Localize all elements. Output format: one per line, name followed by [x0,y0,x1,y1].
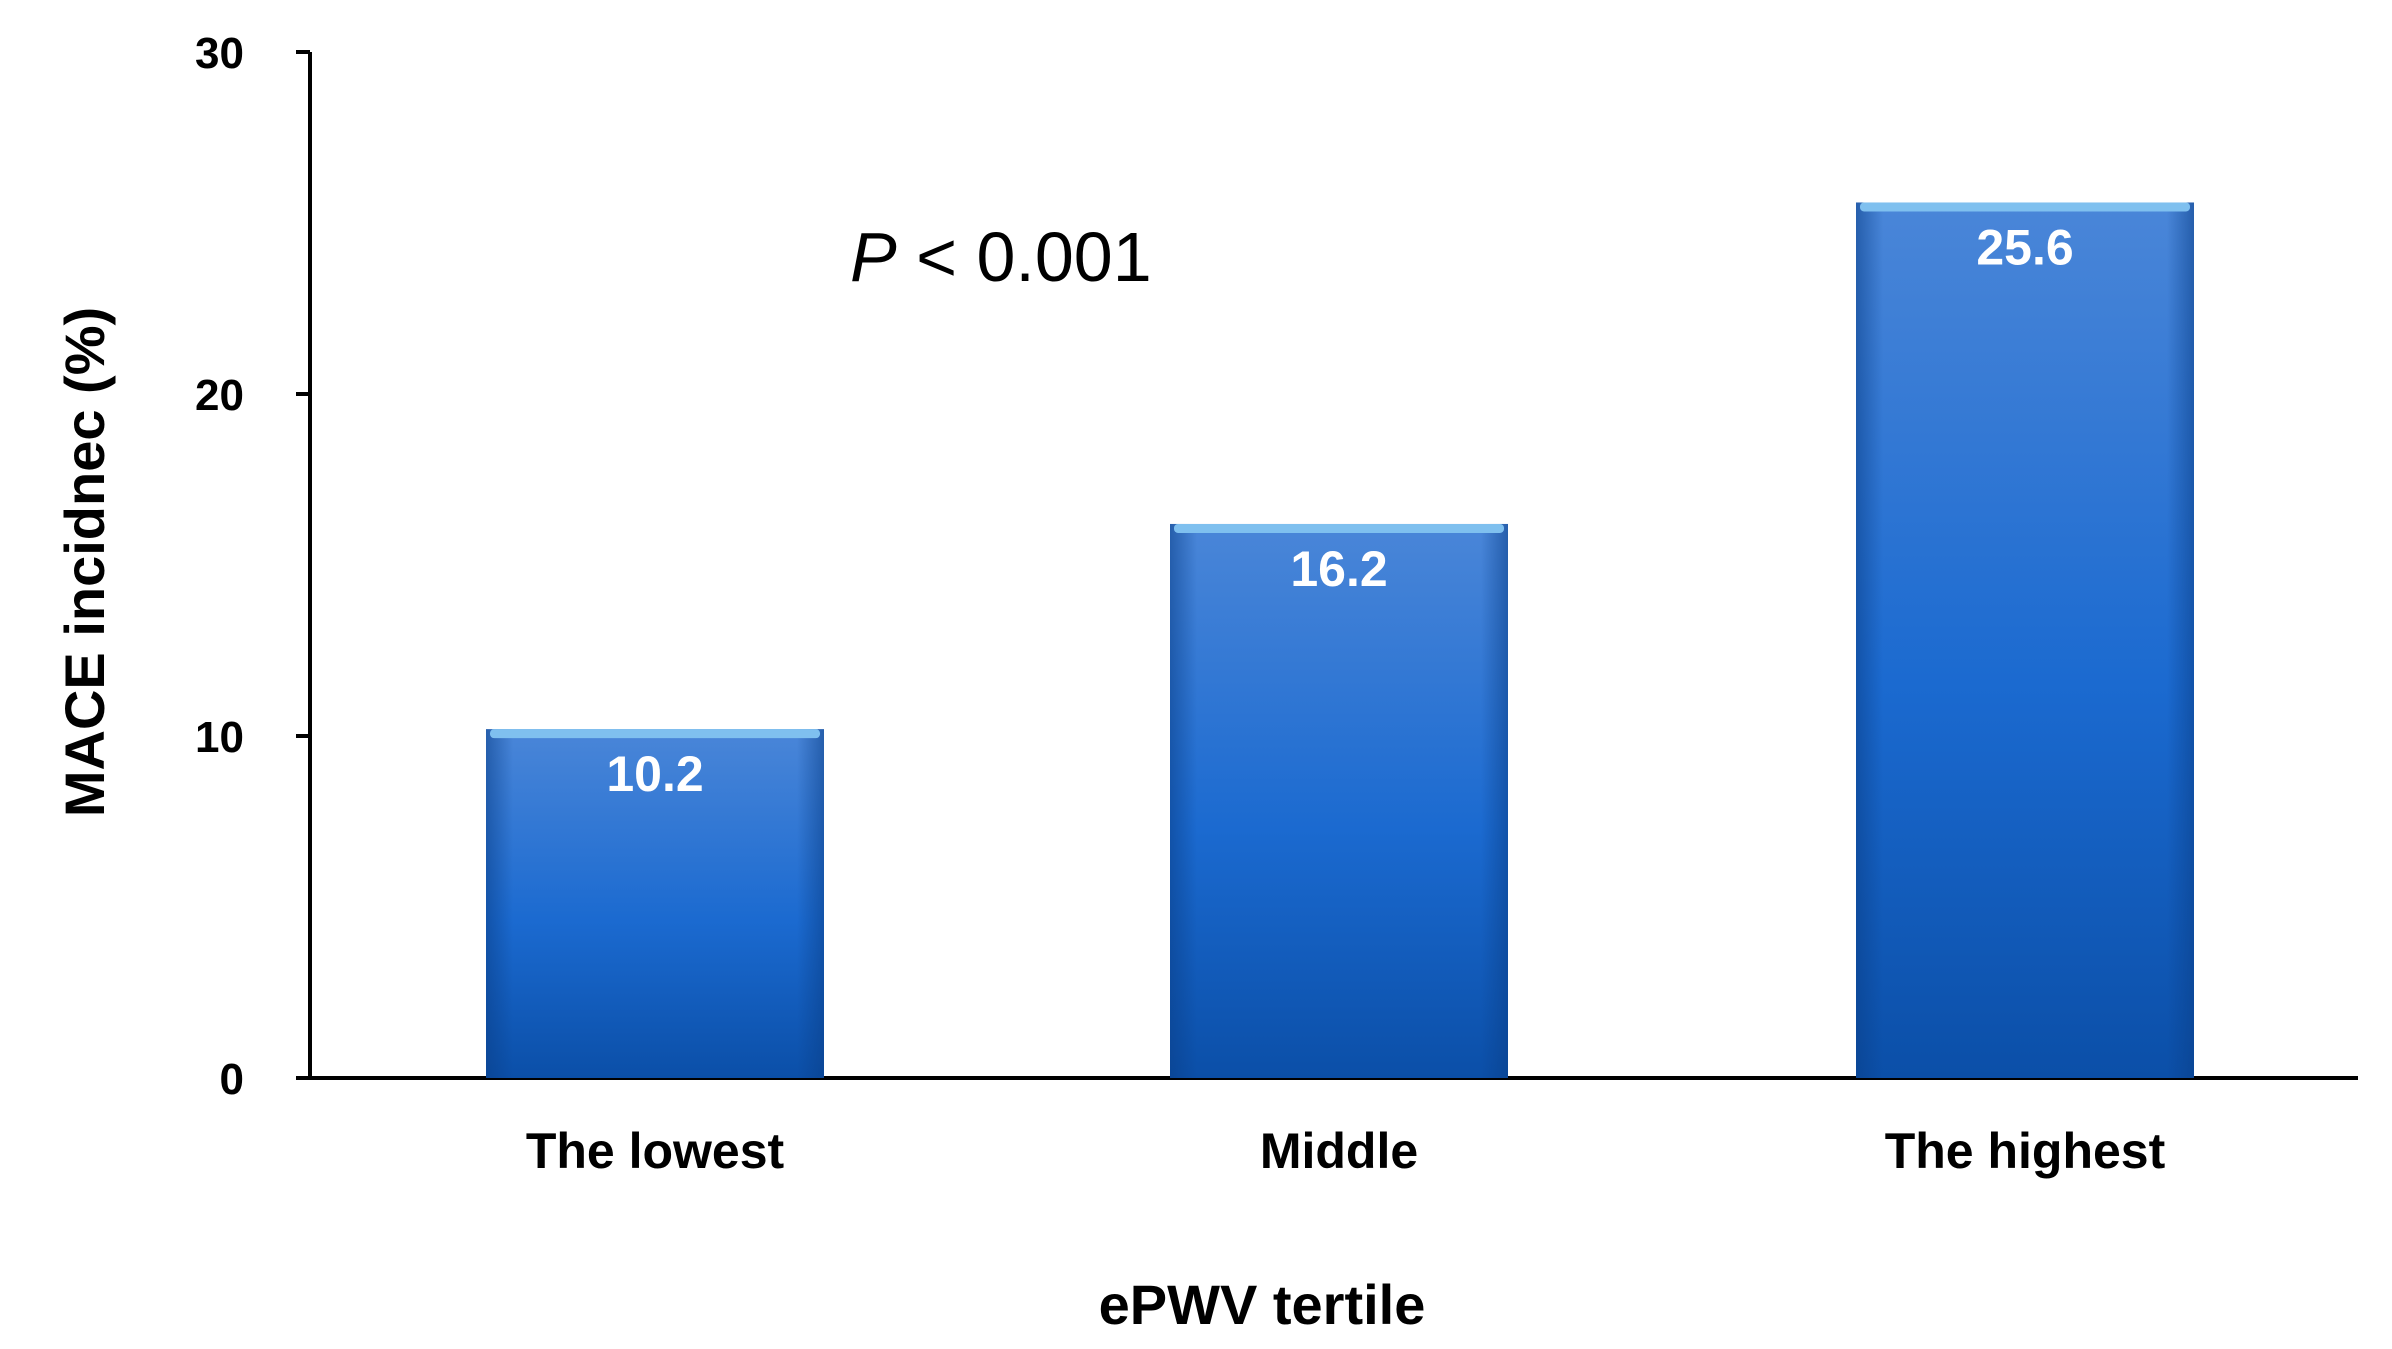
bar-value-label: 16.2 [1290,541,1387,597]
p-value-text: < 0.001 [897,218,1152,296]
bar-2: 16.2 [1170,523,1508,1078]
x-category-label: Middle [1260,1123,1418,1179]
p-value-symbol: P [850,218,897,296]
x-category-label: The highest [1885,1123,2166,1179]
x-axis-category-labels: The lowest Middle The highest [526,1123,2166,1179]
bar-top-highlight [1860,202,2190,212]
bar-top-highlight [490,729,820,739]
y-axis-ticks: 0 10 20 30 [195,29,310,1104]
y-tick-label: 10 [195,713,244,762]
p-value-annotation: P < 0.001 [850,218,1152,296]
bar-1: 10.2 [486,729,824,1078]
bars-group: 10.2 16.2 25.6 [486,202,2194,1079]
x-category-label: The lowest [526,1123,785,1179]
x-axis-title: ePWV tertile [1099,1273,1426,1336]
bar-value-label: 10.2 [606,746,703,802]
bar-edge-shade [1170,523,1508,1078]
bar-top-highlight [1174,523,1504,533]
y-axis-title: MACE incidnec (%) [53,307,116,817]
bar-value-label: 25.6 [1976,219,2073,275]
bar-edge-shade [486,729,824,1078]
y-tick-label: 0 [220,1055,244,1104]
bar-edge-shade [1856,202,2194,1079]
bar-3: 25.6 [1856,202,2194,1079]
y-tick-label: 20 [195,371,244,420]
y-tick-label: 30 [195,29,244,78]
